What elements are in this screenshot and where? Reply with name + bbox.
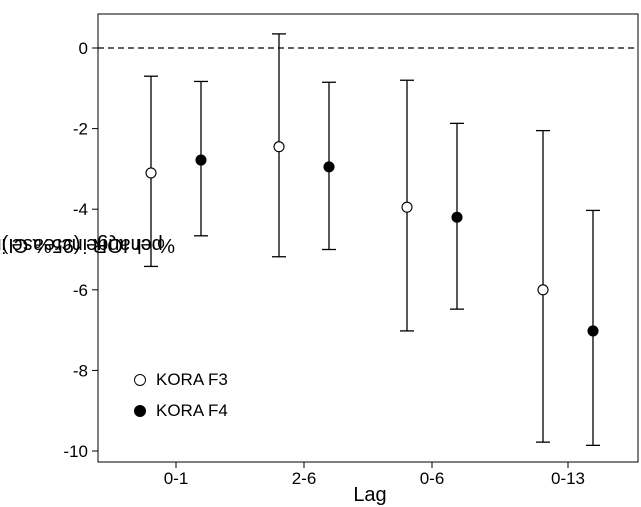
y-tick-label: -2 <box>73 120 88 139</box>
x-axis-label: Lag <box>353 484 387 506</box>
point-kora-f3 <box>145 167 157 179</box>
legend-item-kora-f4: KORA F4 <box>134 400 228 422</box>
x-tick-label: 0-6 <box>420 469 445 488</box>
point-kora-f4 <box>451 211 463 223</box>
point-kora-f4 <box>323 161 335 173</box>
y-tick-label: -10 <box>63 442 88 461</box>
y-tick-label: -8 <box>73 361 88 380</box>
point-kora-f4 <box>195 154 207 166</box>
point-kora-f3 <box>273 141 285 153</box>
y-tick-label: -6 <box>73 281 88 300</box>
legend-label-kora-f3: KORA F3 <box>156 370 228 389</box>
x-tick-label: 0-1 <box>164 469 189 488</box>
legend-item-kora-f3: KORA F3 <box>134 369 228 391</box>
legend-filled-circle-icon <box>134 405 146 417</box>
plot-area <box>97 13 639 463</box>
y-tick-label: -4 <box>73 200 88 219</box>
x-tick-label: 2-6 <box>292 469 317 488</box>
point-kora-f3 <box>537 284 549 296</box>
point-kora-f3 <box>401 201 413 213</box>
legend-open-circle-icon <box>134 374 146 386</box>
y-tick-label: 0 <box>79 39 88 58</box>
y-axis-label-line-2: per IQR increase in air temperature <box>0 234 163 256</box>
point-kora-f4 <box>587 325 599 337</box>
x-tick-label: 0-13 <box>551 469 585 488</box>
legend-label-kora-f4: KORA F4 <box>156 401 228 420</box>
